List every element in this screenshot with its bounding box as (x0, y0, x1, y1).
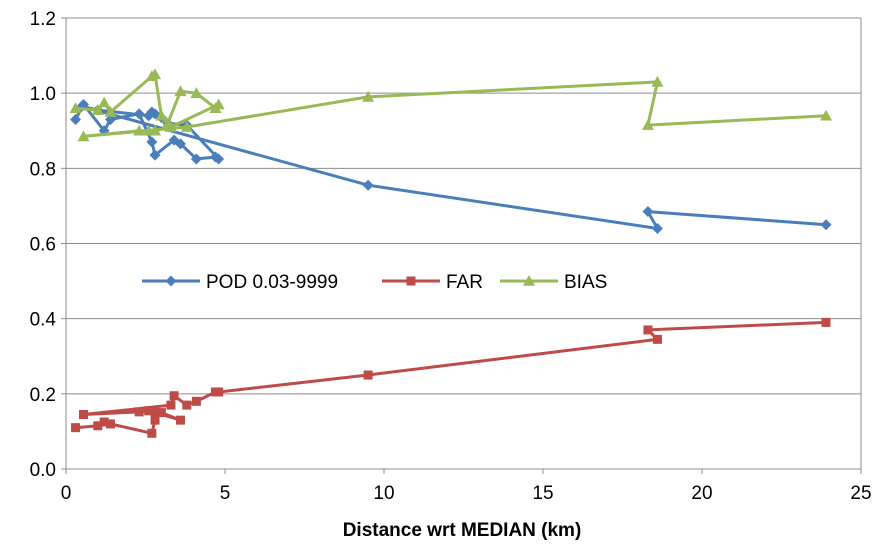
data-point (146, 136, 158, 148)
data-point (149, 68, 162, 80)
y-tick-label: 0.2 (30, 385, 56, 406)
data-point (69, 102, 82, 113)
legend-entry: POD 0.03-9999 (142, 272, 338, 293)
data-point (190, 87, 203, 98)
data-point (142, 124, 155, 136)
data-point (363, 370, 373, 380)
data-point (78, 410, 88, 420)
data-point (191, 396, 201, 406)
legend-label: BIAS (564, 272, 607, 293)
legend-entry: BIAS (500, 272, 607, 293)
data-point (652, 334, 662, 344)
data-point (150, 415, 160, 425)
data-point (93, 421, 103, 431)
data-point (182, 400, 192, 410)
grid-lines (66, 17, 861, 395)
data-point (143, 110, 155, 122)
legend-marker (165, 275, 177, 287)
series-group (69, 68, 833, 438)
series-bias (69, 68, 833, 142)
x-axis-title: Distance wrt MEDIAN (km) (343, 520, 582, 541)
y-tick-label: 1.2 (30, 9, 56, 30)
data-point (362, 179, 374, 191)
x-tick-label: 20 (691, 483, 712, 504)
series-line (75, 320, 827, 435)
y-tick-label: 0.4 (30, 310, 57, 331)
data-point (214, 387, 224, 397)
data-point (169, 391, 179, 401)
data-point (180, 120, 193, 132)
data-point (213, 153, 225, 165)
data-point (174, 85, 187, 97)
data-point (212, 98, 225, 110)
data-point (70, 113, 82, 125)
data-point (77, 130, 90, 142)
data-point (99, 417, 109, 427)
data-point (651, 75, 664, 87)
y-tick-label: 0.8 (30, 159, 56, 180)
legend-label: FAR (446, 272, 483, 293)
data-point (144, 406, 154, 416)
data-point (362, 90, 375, 102)
data-point (174, 138, 186, 150)
x-tick-label: 5 (220, 483, 231, 504)
data-point (147, 428, 157, 438)
data-point (155, 109, 168, 121)
legend: POD 0.03-9999 FAR BIAS (142, 272, 607, 293)
data-point (821, 317, 831, 327)
data-point (71, 423, 81, 433)
y-tick-label: 1.0 (30, 84, 56, 105)
legend-marker (523, 275, 535, 286)
legend-marker (406, 276, 416, 286)
axes: 0.0 0.2 0.4 0.6 0.8 1.0 1.2 0 5 10 15 20 25 (30, 9, 872, 504)
data-point (651, 222, 663, 234)
legend-entry: FAR (382, 272, 483, 293)
data-point (643, 325, 653, 335)
data-point (175, 415, 185, 425)
x-tick-label: 0 (61, 483, 72, 504)
x-tick-label: 25 (850, 483, 871, 504)
data-point (133, 108, 145, 120)
data-point (91, 104, 104, 115)
data-point (149, 149, 161, 161)
data-point (642, 206, 654, 218)
y-tick-label: 0.6 (30, 235, 56, 256)
x-tick-label: 10 (373, 483, 394, 504)
data-point (820, 109, 833, 121)
data-point (641, 119, 654, 130)
data-point (820, 219, 832, 231)
data-point (166, 400, 176, 410)
data-point (156, 408, 166, 418)
data-point (150, 408, 160, 418)
data-point (98, 96, 111, 108)
x-tick-label: 15 (532, 483, 553, 504)
data-point (133, 124, 146, 136)
data-point (104, 105, 117, 117)
data-point (134, 407, 144, 417)
data-point (164, 120, 177, 132)
data-point (106, 419, 116, 429)
legend-label: POD 0.03-9999 (206, 272, 338, 293)
series-far (71, 317, 831, 438)
y-tick-label: 0.0 (30, 460, 56, 481)
series-line (74, 102, 827, 230)
data-point (190, 153, 202, 165)
